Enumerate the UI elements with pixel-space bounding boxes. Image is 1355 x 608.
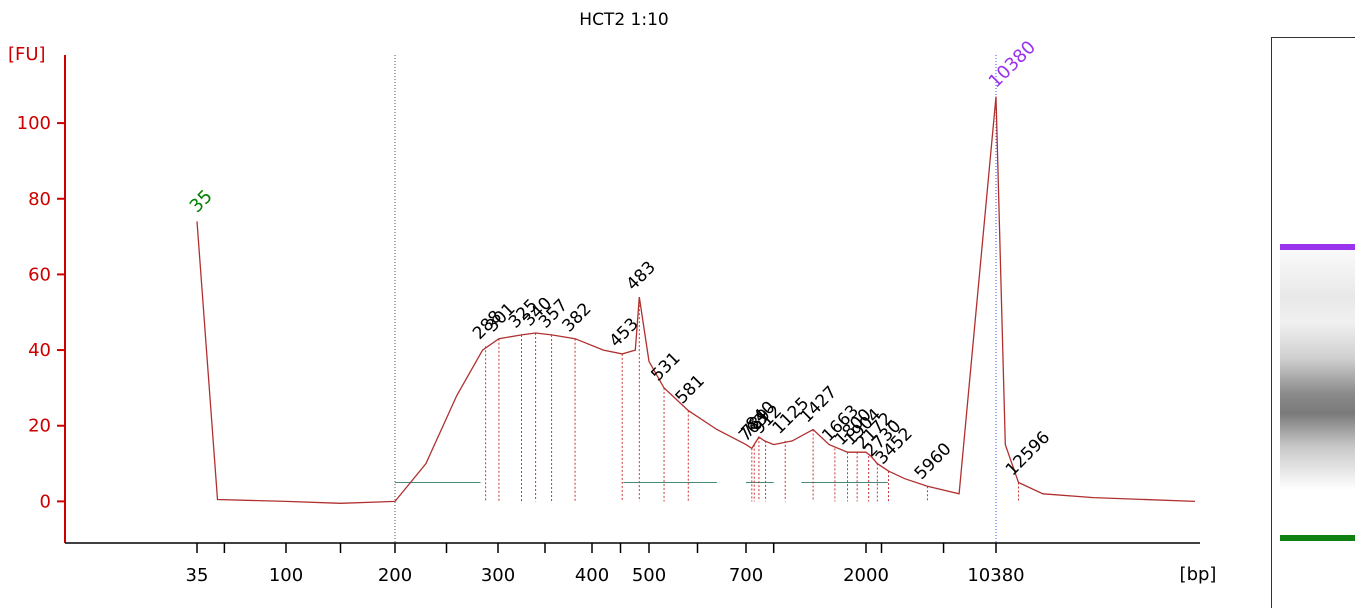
gel-image-lane bbox=[1271, 37, 1355, 608]
peak-label: 5960 bbox=[911, 439, 956, 484]
peak-label: 531 bbox=[647, 348, 684, 385]
marker-label: 10380 bbox=[985, 37, 1040, 92]
peak-label: 483 bbox=[623, 258, 660, 295]
chart-title: HCT2 1:10 bbox=[579, 10, 668, 30]
marker-label: 35 bbox=[186, 186, 217, 217]
x-tick-label: 500 bbox=[632, 565, 666, 586]
y-tick-label: 60 bbox=[28, 264, 51, 285]
x-tick-label: 700 bbox=[729, 565, 763, 586]
x-tick-label: 200 bbox=[378, 565, 412, 586]
y-tick-label: 0 bbox=[40, 491, 51, 512]
x-axis-label: [bp] bbox=[1180, 564, 1217, 585]
x-tick-label: 300 bbox=[481, 565, 515, 586]
y-axis-label: [FU] bbox=[8, 44, 46, 65]
gel-smear bbox=[1280, 250, 1355, 490]
peak-region-lines bbox=[395, 297, 1019, 502]
y-tick-label: 100 bbox=[17, 113, 51, 134]
reference-lines bbox=[394, 55, 997, 543]
x-tick-label: 35 bbox=[186, 565, 209, 586]
axes: 0 20 40 60 80 100 35 100 200 300 400 500 700 2000 1038… bbox=[17, 55, 1200, 586]
peak-label: 12596 bbox=[1002, 428, 1054, 480]
x-tick-label: 2000 bbox=[843, 565, 889, 586]
electropherogram-chart: HCT2 1:10 [FU] [bp] 0 20 40 60 80 100 35 100 200… bbox=[8, 10, 1217, 586]
x-tick-label: 10380 bbox=[967, 565, 1024, 586]
y-tick-label: 40 bbox=[28, 340, 51, 361]
x-tick-label: 400 bbox=[575, 565, 609, 586]
trace-path bbox=[196, 96, 1196, 504]
peak-label: 581 bbox=[672, 371, 709, 408]
gel-lower-marker-band bbox=[1280, 535, 1355, 541]
x-tick-label: 100 bbox=[269, 565, 303, 586]
gel-upper-marker-band bbox=[1280, 244, 1355, 250]
y-tick-label: 20 bbox=[28, 416, 51, 437]
y-tick-label: 80 bbox=[28, 189, 51, 210]
trace-line bbox=[196, 96, 1196, 504]
